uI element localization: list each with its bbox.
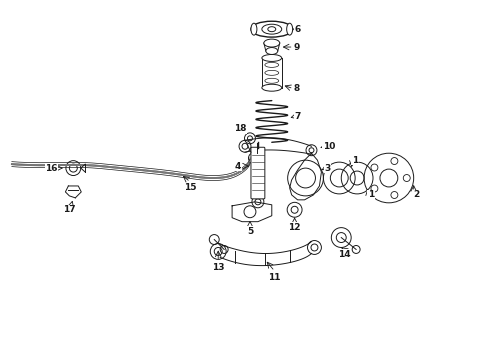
Text: 5: 5 (247, 227, 253, 236)
Text: 14: 14 (338, 250, 350, 259)
Ellipse shape (251, 21, 293, 37)
Text: 1: 1 (352, 156, 358, 165)
Text: 6: 6 (294, 25, 301, 34)
Ellipse shape (287, 23, 293, 35)
Text: 13: 13 (212, 263, 224, 272)
Ellipse shape (266, 48, 278, 54)
Text: 16: 16 (45, 163, 58, 172)
Ellipse shape (262, 54, 282, 62)
Text: 1: 1 (368, 190, 374, 199)
Text: 3: 3 (324, 163, 330, 172)
Text: 10: 10 (323, 142, 336, 151)
Text: 12: 12 (288, 223, 301, 232)
Text: 17: 17 (63, 205, 75, 214)
Text: 2: 2 (414, 190, 420, 199)
FancyBboxPatch shape (251, 147, 265, 199)
Text: 4: 4 (235, 162, 241, 171)
Text: 8: 8 (294, 84, 300, 93)
Ellipse shape (251, 23, 257, 35)
Ellipse shape (262, 24, 282, 34)
Text: 18: 18 (234, 124, 246, 133)
Text: 7: 7 (294, 112, 301, 121)
Ellipse shape (264, 39, 280, 47)
Text: 11: 11 (269, 273, 281, 282)
Ellipse shape (268, 27, 276, 32)
Text: 9: 9 (294, 42, 300, 51)
Text: 15: 15 (184, 184, 196, 193)
Ellipse shape (262, 84, 282, 91)
